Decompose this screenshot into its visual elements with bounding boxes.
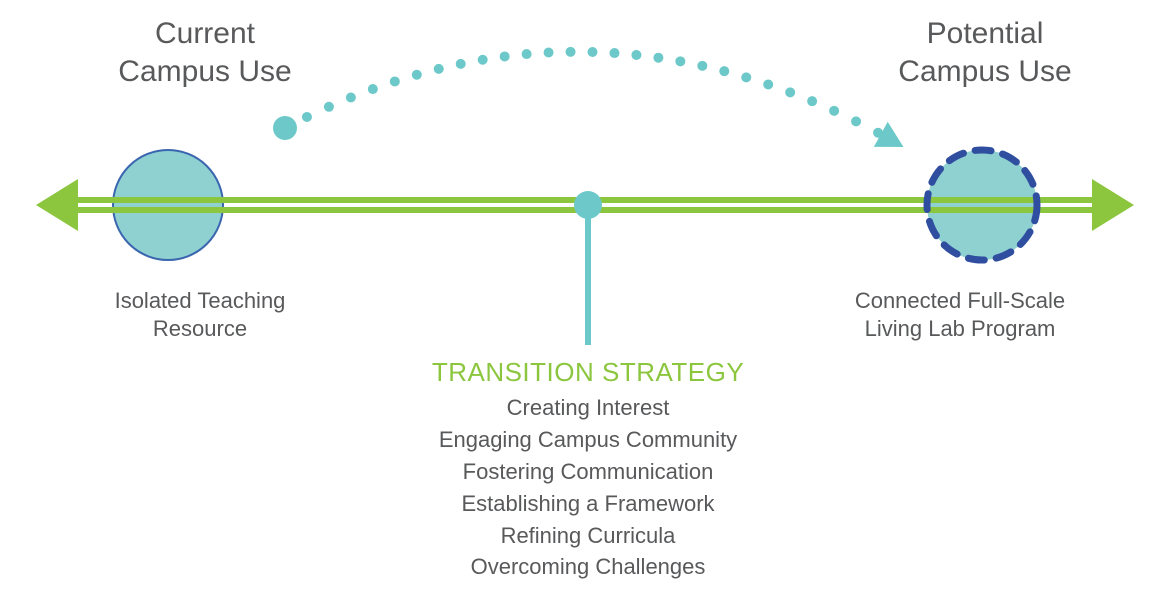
axis-arrow-left-icon (36, 179, 78, 231)
arc-dot (522, 49, 532, 59)
potential-title-line2: Campus Use (898, 55, 1071, 88)
left-sublabel-line2: Resource (153, 316, 247, 341)
transition-items: Creating InterestEngaging Campus Communi… (338, 392, 838, 583)
arc-dot (829, 106, 839, 116)
left-sublabel: Isolated Teaching Resource (50, 287, 350, 342)
arc-dot (412, 70, 422, 80)
arc-dot (631, 50, 641, 60)
current-title: Current Campus Use (75, 15, 335, 90)
arc-dot (434, 64, 444, 74)
arc-dot (478, 55, 488, 65)
arc-dot (368, 84, 378, 94)
arc-dot (544, 48, 554, 58)
arc-dot (763, 79, 773, 89)
arc-start-marker (273, 116, 297, 140)
current-title-line1: Current (155, 17, 255, 50)
transition-item: Fostering Communication (338, 456, 838, 488)
arc-dot (675, 56, 685, 66)
current-circle (113, 150, 223, 260)
arc-dot (697, 61, 707, 71)
axis-arrow-right-icon (1092, 179, 1134, 231)
right-sublabel-line2: Living Lab Program (865, 316, 1056, 341)
transition-item: Creating Interest (338, 392, 838, 424)
current-title-line2: Campus Use (118, 55, 291, 88)
transition-item: Engaging Campus Community (338, 424, 838, 456)
mid-marker (574, 191, 602, 219)
transition-title: TRANSITION STRATEGY (338, 356, 838, 389)
arc-dot (785, 87, 795, 97)
potential-title: Potential Campus Use (855, 15, 1115, 90)
right-sublabel: Connected Full-Scale Living Lab Program (790, 287, 1130, 342)
arc-dot (456, 59, 466, 69)
arc-dot (719, 66, 729, 76)
transition-item: Overcoming Challenges (338, 551, 838, 583)
arc-dot (851, 116, 861, 126)
arc-dot (500, 51, 510, 61)
left-sublabel-line1: Isolated Teaching (115, 288, 286, 313)
arc-dot (346, 92, 356, 102)
arc-dot (390, 76, 400, 86)
arc-dot (588, 47, 598, 57)
arc-dot (653, 53, 663, 63)
arc-dot (302, 112, 312, 122)
arc-dot (741, 72, 751, 82)
potential-title-line1: Potential (927, 17, 1044, 50)
arc-dot (566, 47, 576, 57)
transition-item: Refining Curricula (338, 520, 838, 552)
arc-dot (324, 102, 334, 112)
transition-item: Establishing a Framework (338, 488, 838, 520)
arc-dot (807, 96, 817, 106)
right-sublabel-line1: Connected Full-Scale (855, 288, 1065, 313)
arc-dot (609, 48, 619, 58)
